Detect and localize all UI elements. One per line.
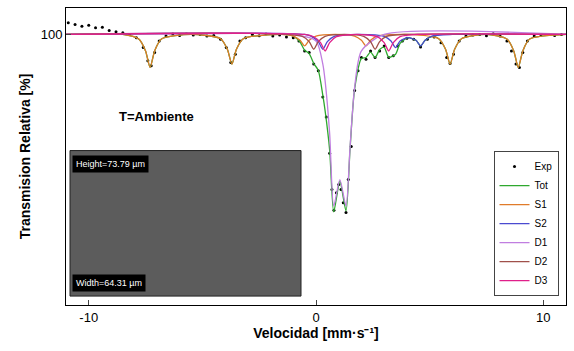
svg-text:D3: D3 — [535, 275, 548, 286]
svg-text:Height=73.79 µm: Height=73.79 µm — [76, 159, 145, 169]
svg-text:0: 0 — [312, 310, 319, 325]
svg-text:Width=64.31 µm: Width=64.31 µm — [76, 278, 142, 288]
svg-text:D1: D1 — [535, 237, 548, 248]
svg-text:T=Ambiente: T=Ambiente — [119, 109, 194, 124]
svg-text:S2: S2 — [535, 218, 548, 229]
svg-text:Tot: Tot — [535, 180, 549, 191]
svg-text:D2: D2 — [535, 256, 548, 267]
svg-text:10: 10 — [536, 310, 550, 325]
svg-text:100: 100 — [41, 27, 63, 42]
svg-text:-10: -10 — [79, 310, 98, 325]
svg-text:Transmision Relativa [%]: Transmision Relativa [%] — [17, 74, 33, 240]
svg-text:S1: S1 — [535, 199, 548, 210]
svg-text:Exp: Exp — [535, 161, 553, 172]
svg-text:Velocidad [mm·s⁻¹]: Velocidad [mm·s⁻¹] — [253, 325, 379, 341]
